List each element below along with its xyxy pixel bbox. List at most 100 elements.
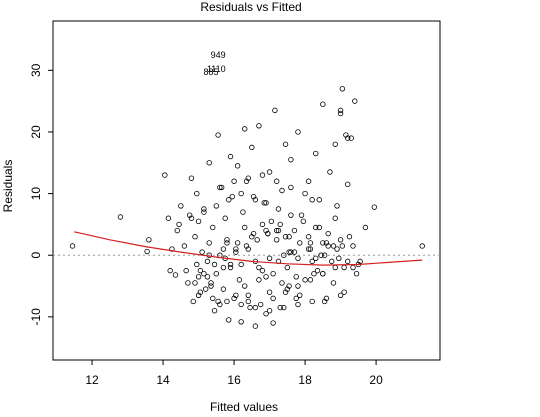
x-axis: 12 14 16 18 20	[85, 360, 383, 387]
data-point	[272, 107, 278, 114]
data-point	[282, 141, 289, 147]
data-point	[323, 295, 330, 302]
data-point	[226, 197, 232, 203]
data-point	[174, 227, 180, 234]
data-point	[273, 178, 280, 184]
data-point	[231, 178, 237, 184]
data-point	[302, 277, 308, 283]
data-point	[192, 280, 198, 286]
data-point	[273, 227, 280, 234]
data-point	[337, 292, 344, 298]
data-point	[277, 221, 283, 228]
data-point	[261, 200, 267, 206]
data-point	[227, 264, 234, 271]
data-point	[275, 227, 282, 234]
data-point	[350, 264, 356, 271]
data-point	[270, 295, 276, 302]
data-point	[273, 237, 280, 243]
data-point	[233, 249, 239, 255]
data-point	[199, 249, 205, 255]
data-point	[284, 264, 291, 271]
data-point	[162, 172, 168, 178]
data-point	[243, 178, 250, 184]
data-point	[343, 132, 349, 138]
data-point	[279, 280, 285, 286]
data-point	[277, 304, 283, 311]
data-point	[210, 224, 216, 231]
data-point	[316, 197, 322, 203]
data-point	[197, 267, 204, 274]
data-point	[234, 240, 241, 246]
data-point	[309, 258, 315, 265]
data-point	[263, 227, 269, 234]
data-point	[344, 135, 351, 141]
data-point	[233, 246, 239, 252]
plot-frame	[52, 20, 441, 361]
data-point	[284, 286, 291, 292]
data-point	[167, 267, 173, 274]
data-point	[227, 261, 234, 268]
data-point	[238, 301, 244, 308]
data-point	[234, 163, 241, 169]
data-point	[249, 234, 255, 240]
data-point	[256, 264, 262, 271]
data-point	[300, 218, 307, 225]
data-point	[176, 221, 182, 228]
data-point	[334, 246, 340, 252]
data-point	[288, 212, 294, 218]
data-point	[282, 234, 289, 240]
data-point	[258, 301, 264, 308]
data-point	[309, 298, 315, 305]
data-point	[298, 212, 305, 218]
data-point	[249, 144, 255, 151]
y-axis-title: Residuals	[1, 160, 15, 213]
data-point	[220, 286, 227, 292]
data-point	[211, 261, 218, 268]
data-point	[250, 193, 257, 200]
data-point	[293, 274, 299, 280]
data-point	[233, 292, 239, 298]
data-point	[252, 197, 259, 203]
data-point	[238, 319, 244, 325]
data-point	[243, 243, 250, 249]
data-point	[352, 98, 358, 104]
data-point	[311, 271, 317, 277]
data-point	[259, 172, 266, 178]
data-point	[275, 206, 282, 212]
data-point	[320, 101, 326, 107]
data-point	[295, 255, 301, 261]
data-point	[313, 255, 319, 261]
data-point	[288, 249, 294, 255]
data-point	[245, 246, 251, 252]
data-point	[204, 258, 211, 265]
data-point	[220, 264, 227, 271]
data-point	[323, 240, 330, 246]
outlier-label: 1110	[207, 64, 226, 74]
data-point	[268, 218, 275, 225]
data-point	[316, 224, 322, 231]
data-point	[286, 249, 292, 255]
data-point	[325, 230, 331, 237]
data-point	[282, 289, 289, 295]
data-point	[329, 258, 335, 265]
data-point	[220, 246, 227, 252]
data-point	[240, 209, 246, 215]
data-point	[270, 271, 276, 277]
data-point	[337, 237, 344, 243]
data-point	[201, 271, 207, 277]
outlier-label: 949	[211, 50, 226, 60]
data-point	[353, 271, 360, 277]
data-point	[348, 135, 354, 141]
data-point	[320, 240, 326, 246]
data-point	[263, 200, 269, 206]
data-point	[210, 295, 216, 302]
data-point	[165, 215, 172, 221]
data-point	[266, 307, 273, 314]
data-point	[172, 272, 179, 278]
data-point	[181, 243, 188, 249]
data-point	[256, 277, 262, 283]
data-point	[288, 184, 294, 191]
data-point	[213, 271, 220, 277]
